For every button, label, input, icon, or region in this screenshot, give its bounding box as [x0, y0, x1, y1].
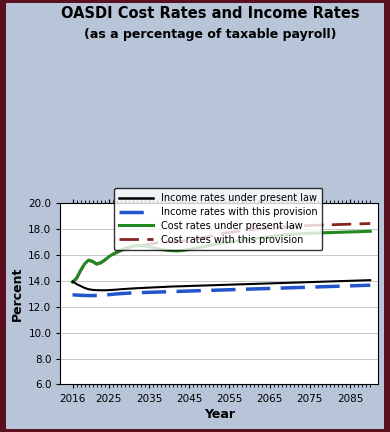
X-axis label: Year: Year — [204, 408, 235, 421]
Legend: Income rates under present law, Income rates with this provision, Cost rates und: Income rates under present law, Income r… — [114, 188, 323, 250]
Y-axis label: Percent: Percent — [11, 267, 24, 321]
Text: OASDI Cost Rates and Income Rates: OASDI Cost Rates and Income Rates — [61, 6, 360, 22]
Text: (as a percentage of taxable payroll): (as a percentage of taxable payroll) — [84, 28, 337, 41]
